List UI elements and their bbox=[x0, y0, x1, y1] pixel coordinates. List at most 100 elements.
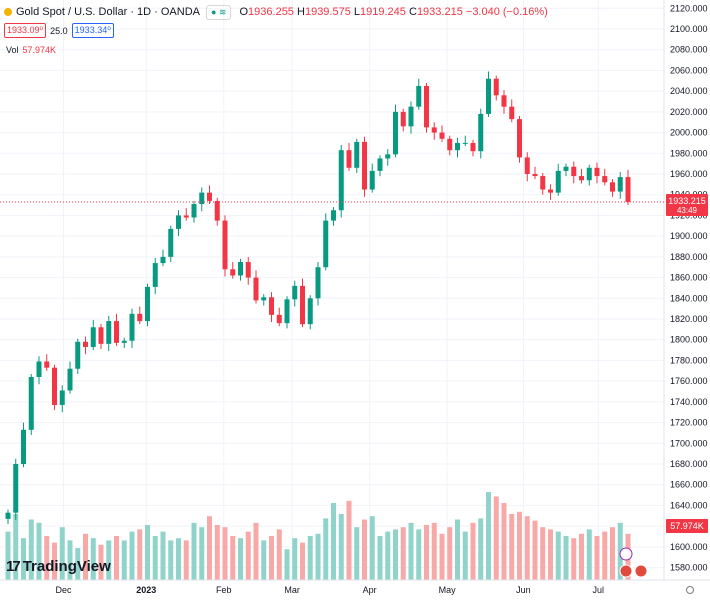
y-tick-label: 1860.000 bbox=[670, 273, 708, 283]
volume-bar bbox=[586, 529, 592, 580]
brand-name: TradingView bbox=[22, 558, 111, 575]
volume-bar bbox=[509, 514, 515, 580]
us-flag-event-icon bbox=[634, 564, 648, 578]
candle-body bbox=[517, 119, 522, 158]
volume-bar bbox=[470, 522, 476, 580]
candle-body bbox=[44, 361, 50, 368]
candle-body bbox=[540, 176, 546, 190]
candle-body bbox=[168, 228, 174, 257]
candle-body bbox=[563, 166, 569, 171]
candle-body bbox=[245, 262, 251, 278]
volume-bar bbox=[532, 520, 538, 580]
volume-bar bbox=[610, 527, 615, 580]
volume-bar bbox=[207, 516, 212, 580]
candle-body bbox=[307, 298, 313, 325]
volume-bar bbox=[602, 531, 608, 580]
symbol-title[interactable]: Gold Spot / U.S. Dollar · 1D · OANDA bbox=[16, 6, 200, 18]
volume-bar bbox=[191, 522, 197, 580]
candle-body bbox=[393, 111, 398, 155]
volume-bar bbox=[548, 529, 553, 580]
volume-bar bbox=[346, 500, 352, 580]
x-tick-label: Jul bbox=[593, 585, 605, 595]
candle-body bbox=[300, 285, 305, 325]
volume-bar bbox=[98, 544, 104, 580]
candle-body bbox=[470, 142, 476, 152]
x-tick-label: Apr bbox=[363, 585, 377, 595]
candle-body bbox=[253, 277, 259, 301]
x-tick-label: 2023 bbox=[136, 585, 156, 595]
candle-body bbox=[377, 158, 383, 171]
volume-bar bbox=[424, 525, 429, 580]
volume-bar bbox=[571, 538, 577, 580]
buy-price-button[interactable]: 1933.34⁰ bbox=[71, 23, 114, 38]
y-tick-label: 2080.000 bbox=[670, 45, 708, 55]
candle-body bbox=[408, 106, 414, 127]
volume-bar bbox=[176, 538, 181, 580]
volume-bar bbox=[307, 536, 313, 580]
candle-body bbox=[625, 177, 631, 202]
countdown-label: 43:49 bbox=[677, 206, 698, 215]
volume-bar bbox=[137, 529, 143, 580]
volume-bar bbox=[114, 536, 119, 580]
volume-bar bbox=[214, 525, 220, 580]
y-tick-label: 1640.000 bbox=[670, 500, 708, 510]
volume-bar bbox=[362, 519, 367, 580]
volume-tag bbox=[666, 519, 708, 533]
candle-body bbox=[137, 313, 143, 322]
volume-bar bbox=[253, 522, 259, 580]
x-tick-label: Jun bbox=[516, 585, 531, 595]
volume-bar bbox=[455, 519, 460, 580]
volume-bar bbox=[331, 503, 336, 580]
candle-body bbox=[83, 341, 88, 347]
candle-body bbox=[338, 150, 344, 211]
gold-symbol-icon bbox=[4, 8, 12, 16]
candle-body bbox=[183, 215, 189, 218]
candle-body bbox=[579, 176, 584, 181]
candle-body bbox=[369, 170, 375, 190]
volume-bar bbox=[408, 522, 414, 580]
volume-bar bbox=[416, 529, 422, 580]
candle-body bbox=[571, 166, 577, 177]
volume-bar bbox=[59, 527, 65, 580]
volume-bar bbox=[501, 503, 507, 580]
volume-bar bbox=[28, 519, 34, 580]
price-candles bbox=[5, 71, 631, 525]
volume-bar bbox=[493, 496, 499, 580]
y-tick-label: 1960.000 bbox=[670, 169, 708, 179]
candle-body bbox=[524, 157, 530, 174]
candle-body bbox=[129, 313, 135, 341]
volume-bar bbox=[245, 531, 251, 580]
tradingview-mark-icon: 17 bbox=[6, 558, 21, 575]
sell-price-button[interactable]: 1933.09⁰ bbox=[4, 23, 47, 38]
legend-header: Gold Spot / U.S. Dollar · 1D · OANDA ● ≋… bbox=[4, 4, 548, 20]
volume-bar bbox=[83, 533, 88, 580]
candle-body bbox=[176, 215, 181, 229]
us-flag-event-icon bbox=[619, 564, 633, 578]
candle-body bbox=[292, 285, 298, 300]
volume-bar bbox=[478, 518, 484, 580]
candle-body bbox=[424, 85, 429, 128]
volume-bar bbox=[315, 533, 321, 580]
volume-bar bbox=[269, 536, 274, 580]
market-status-icons[interactable]: ● ≋ bbox=[206, 4, 232, 20]
candle-body bbox=[114, 321, 119, 343]
price-axis[interactable]: 1580.0001600.0001620.0001640.0001660.000… bbox=[663, 0, 710, 600]
time-axis[interactable]: Dec 2023 Feb Mar Apr May Jun Jul bbox=[0, 579, 710, 595]
candle-body bbox=[106, 321, 112, 344]
y-tick-label: 2000.000 bbox=[670, 128, 708, 138]
volume-value: 57.974K bbox=[22, 45, 57, 55]
candle-body bbox=[586, 167, 592, 181]
candle-body bbox=[284, 299, 290, 324]
y-tick-label: 1780.000 bbox=[670, 355, 708, 365]
candle-body bbox=[5, 512, 11, 519]
y-tick-label: 2120.000 bbox=[670, 3, 708, 13]
volume-bar bbox=[284, 549, 290, 580]
volume-bar bbox=[447, 527, 453, 580]
volume-bar bbox=[292, 538, 298, 580]
volume-bar bbox=[594, 536, 600, 580]
candle-body bbox=[462, 142, 468, 144]
candle-body bbox=[152, 263, 158, 287]
candle-body bbox=[52, 367, 57, 405]
candle-body bbox=[385, 154, 391, 159]
